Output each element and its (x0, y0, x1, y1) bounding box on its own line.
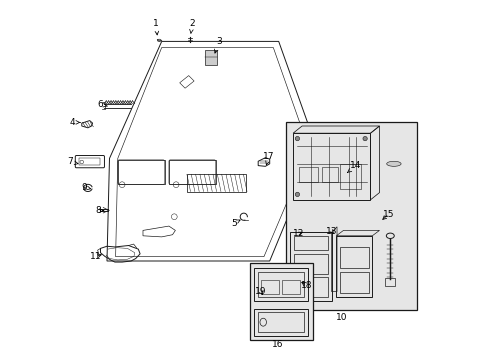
Text: 9: 9 (81, 183, 90, 192)
Text: 7: 7 (67, 157, 78, 166)
Bar (186, 174, 246, 192)
Text: 8: 8 (95, 206, 103, 215)
Text: 14: 14 (347, 161, 361, 172)
Text: 12: 12 (292, 230, 304, 239)
Bar (339, 164, 361, 189)
Bar (254, 309, 307, 336)
Bar (282, 280, 300, 294)
Bar (79, 158, 101, 165)
Bar (249, 263, 312, 340)
Bar (293, 236, 327, 250)
Circle shape (295, 192, 299, 197)
Bar (257, 272, 303, 297)
Circle shape (295, 136, 299, 141)
Bar (260, 280, 278, 294)
Text: 17: 17 (263, 152, 274, 165)
Bar (339, 247, 368, 268)
Text: 10: 10 (335, 313, 347, 322)
Bar (339, 272, 368, 293)
Text: 3: 3 (214, 37, 222, 53)
Bar (257, 312, 303, 332)
Text: 11: 11 (90, 252, 102, 261)
Bar (293, 277, 327, 297)
Text: 6: 6 (97, 100, 107, 109)
Bar (254, 268, 307, 301)
Text: 4: 4 (69, 118, 80, 127)
Circle shape (362, 136, 366, 141)
Bar (298, 167, 318, 182)
Text: 18: 18 (300, 281, 311, 289)
Bar (289, 232, 331, 301)
Bar (336, 236, 371, 297)
Bar (285, 122, 416, 310)
Bar (292, 133, 370, 200)
Text: 19: 19 (254, 287, 266, 296)
Bar (118, 160, 164, 184)
Text: 1: 1 (153, 19, 159, 35)
Bar (204, 50, 216, 65)
Bar (168, 160, 215, 184)
Text: 2: 2 (189, 19, 195, 33)
Text: 15: 15 (382, 210, 393, 220)
Text: 16: 16 (272, 341, 283, 349)
Bar (293, 254, 327, 274)
Bar (385, 278, 394, 286)
Text: 5: 5 (230, 219, 240, 228)
Text: 13: 13 (325, 227, 337, 236)
Bar (321, 167, 337, 182)
Ellipse shape (386, 161, 400, 166)
